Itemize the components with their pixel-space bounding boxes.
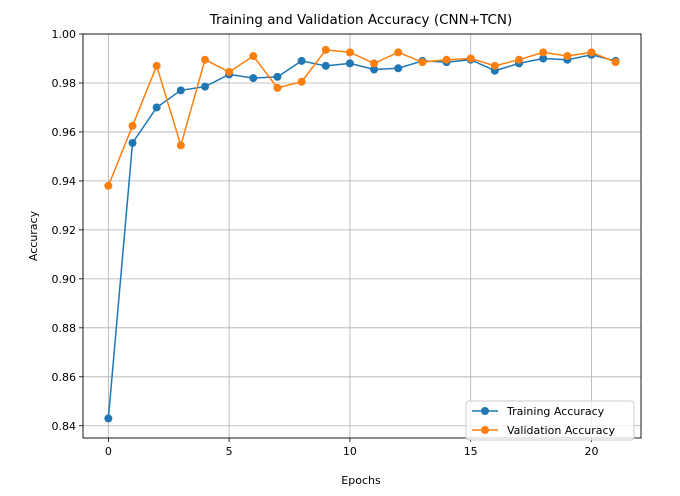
validation-accuracy-point (200, 55, 209, 64)
training-accuracy-point (370, 65, 379, 74)
validation-accuracy-point (563, 52, 572, 61)
training-accuracy-point (128, 138, 137, 147)
training-accuracy-point (273, 72, 282, 81)
x-tick-label: 10 (343, 445, 357, 458)
validation-accuracy-point (321, 45, 330, 54)
validation-accuracy-point (273, 83, 282, 92)
validation-accuracy-point (418, 58, 427, 67)
validation-accuracy-point (442, 55, 451, 64)
y-axis-label: Accuracy (27, 210, 40, 261)
validation-accuracy-point (587, 48, 596, 57)
validation-accuracy-point (176, 141, 185, 150)
chart-title: Training and Validation Accuracy (CNN+TC… (209, 12, 513, 28)
training-accuracy-point (104, 414, 113, 423)
validation-accuracy-point (152, 61, 161, 70)
legend-box (465, 400, 635, 441)
axis-ticks: 0 5 10 15 20 0.84 0.86 0.88 0.90 0.92 0.94 0.96 0.98… (52, 28, 599, 458)
x-axis-label: Epochs (341, 474, 381, 487)
y-tick-label: 0.98 (52, 77, 77, 90)
validation-accuracy-line (107, 49, 616, 187)
x-tick-label: 15 (464, 445, 478, 458)
y-tick-label: 0.90 (52, 273, 77, 286)
y-tick-label: 0.96 (52, 126, 77, 139)
training-accuracy-point (249, 74, 258, 83)
legend-label-training: Training Accuracy (506, 405, 605, 418)
y-tick-label: 1.00 (52, 28, 77, 41)
data-series (104, 45, 620, 423)
validation-accuracy-point (297, 77, 306, 86)
legend: Training Accuracy Validation Accuracy (465, 400, 635, 441)
y-tick-label: 0.86 (52, 371, 77, 384)
legend-marker-validation (481, 426, 489, 434)
validation-accuracy-point (128, 121, 137, 130)
validation-accuracy-point (249, 52, 258, 61)
validation-accuracy-point (515, 55, 524, 64)
legend-label-validation: Validation Accuracy (507, 424, 616, 437)
training-accuracy-point (539, 54, 548, 63)
training-accuracy-point (345, 59, 354, 68)
validation-accuracy-point (490, 61, 499, 70)
y-tick-label: 0.88 (52, 322, 77, 335)
validation-accuracy-point (611, 58, 620, 67)
training-accuracy-point (152, 103, 161, 112)
validation-accuracy-point (104, 181, 113, 190)
y-tick-label: 0.92 (52, 224, 77, 237)
validation-accuracy-point (539, 48, 548, 57)
plot-frame (82, 33, 642, 439)
validation-accuracy-point (394, 48, 403, 57)
training-accuracy-point (176, 86, 185, 95)
y-tick-label: 0.94 (52, 175, 77, 188)
validation-accuracy-point (370, 59, 379, 68)
legend-marker-training (481, 407, 489, 415)
x-tick-label: 20 (584, 445, 598, 458)
training-accuracy-line (107, 54, 616, 419)
y-tick-label: 0.84 (52, 420, 77, 433)
validation-accuracy-point (466, 54, 475, 63)
training-accuracy-point (321, 61, 330, 70)
x-tick-label: 0 (105, 445, 112, 458)
x-tick-label: 5 (226, 445, 233, 458)
training-accuracy-point (297, 56, 306, 65)
validation-accuracy-point (225, 67, 234, 76)
training-accuracy-point (394, 64, 403, 73)
training-accuracy-point (200, 82, 209, 91)
validation-accuracy-point (345, 48, 354, 57)
